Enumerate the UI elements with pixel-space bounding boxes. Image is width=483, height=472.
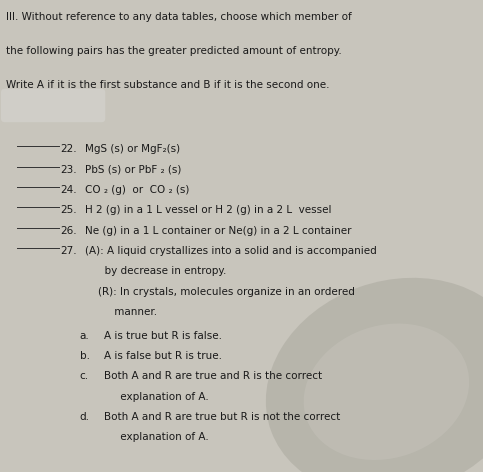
Text: 26.: 26. bbox=[60, 226, 77, 236]
Text: by decrease in entropy.: by decrease in entropy. bbox=[85, 266, 226, 276]
Text: Write A if it is the first substance and B if it is the second one.: Write A if it is the first substance and… bbox=[6, 80, 329, 90]
Text: c.: c. bbox=[80, 371, 89, 381]
Text: CO ₂ (g)  or  CO ₂ (s): CO ₂ (g) or CO ₂ (s) bbox=[85, 185, 189, 195]
Text: H 2 (g) in a 1 L vessel or H 2 (g) in a 2 L  vessel: H 2 (g) in a 1 L vessel or H 2 (g) in a … bbox=[85, 205, 331, 215]
Text: A is true but R is false.: A is true but R is false. bbox=[104, 331, 222, 341]
Text: Ne (g) in a 1 L container or Ne(g) in a 2 L container: Ne (g) in a 1 L container or Ne(g) in a … bbox=[85, 226, 351, 236]
Text: 25.: 25. bbox=[60, 205, 77, 215]
Text: b.: b. bbox=[80, 351, 90, 361]
Text: d.: d. bbox=[80, 412, 90, 422]
Text: A is false but R is true.: A is false but R is true. bbox=[104, 351, 222, 361]
Text: manner.: manner. bbox=[85, 307, 156, 317]
Text: 24.: 24. bbox=[60, 185, 77, 195]
Text: PbS (s) or PbF ₂ (s): PbS (s) or PbF ₂ (s) bbox=[85, 165, 181, 175]
Text: Both A and R are true but R is not the correct: Both A and R are true but R is not the c… bbox=[104, 412, 340, 422]
Text: explanation of A.: explanation of A. bbox=[104, 432, 209, 442]
Text: MgS (s) or MgF₂(s): MgS (s) or MgF₂(s) bbox=[85, 144, 180, 154]
Text: Both A and R are true and R is the correct: Both A and R are true and R is the corre… bbox=[104, 371, 322, 381]
Text: (R): In crystals, molecules organize in an ordered: (R): In crystals, molecules organize in … bbox=[85, 287, 355, 296]
Text: 22.: 22. bbox=[60, 144, 77, 154]
Text: 27.: 27. bbox=[60, 246, 77, 256]
Text: III. Without reference to any data tables, choose which member of: III. Without reference to any data table… bbox=[6, 12, 352, 22]
Text: (A): A liquid crystallizes into a solid and is accompanied: (A): A liquid crystallizes into a solid … bbox=[85, 246, 376, 256]
Ellipse shape bbox=[266, 278, 483, 472]
FancyBboxPatch shape bbox=[1, 89, 105, 122]
Text: a.: a. bbox=[80, 331, 89, 341]
Text: explanation of A.: explanation of A. bbox=[104, 392, 209, 402]
Text: the following pairs has the greater predicted amount of entropy.: the following pairs has the greater pred… bbox=[6, 46, 341, 56]
Text: 23.: 23. bbox=[60, 165, 77, 175]
Ellipse shape bbox=[304, 323, 469, 460]
